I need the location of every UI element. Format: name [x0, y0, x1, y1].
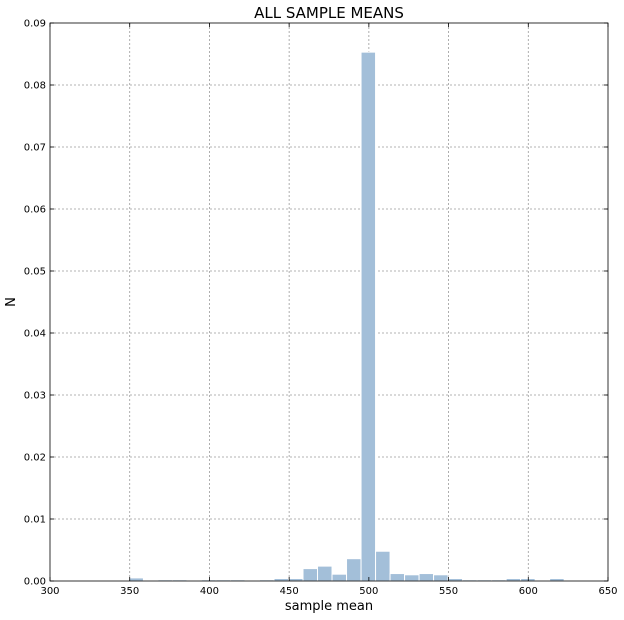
y-tick-label: 0.06 [24, 205, 46, 216]
x-tick-label: 400 [200, 586, 219, 597]
histogram-bar [346, 558, 362, 582]
x-tick-label: 500 [359, 586, 378, 597]
y-tick-label: 0.03 [24, 391, 46, 402]
histogram-bar [433, 574, 449, 582]
x-tick-label: 300 [40, 586, 59, 597]
x-tick-label: 350 [120, 586, 139, 597]
histogram-bar [375, 550, 391, 582]
histogram-bars [128, 51, 565, 582]
x-tick-label: 550 [439, 586, 458, 597]
y-tick-labels: 0.00 0.01 0.02 0.03 0.04 0.05 0.06 0.07 0.08 0.09 [24, 19, 46, 588]
axis-ticks [49, 22, 609, 582]
x-tick-label: 450 [280, 586, 299, 597]
y-tick-label: 0.09 [24, 19, 46, 30]
x-tick-label: 650 [598, 586, 617, 597]
chart-title: ALL SAMPLE MEANS [254, 4, 404, 22]
x-tick-label: 600 [519, 586, 538, 597]
y-axis-label: N [4, 297, 19, 307]
y-tick-label: 0.07 [24, 143, 46, 154]
y-tick-label: 0.01 [24, 515, 46, 526]
x-axis-label: sample mean [285, 599, 373, 614]
histogram-bar [302, 568, 319, 582]
y-tick-label: 0.05 [24, 267, 46, 278]
histogram-bar [404, 574, 420, 582]
histogram-bar [418, 573, 435, 582]
histogram-bar [317, 565, 333, 582]
x-tick-labels: 300 350 400 450 500 550 600 650 [40, 586, 617, 597]
histogram-bar [128, 577, 144, 582]
grid-lines [50, 23, 608, 581]
y-tick-label: 0.08 [24, 81, 46, 92]
y-tick-label: 0.00 [24, 577, 46, 588]
plot-frame [49, 22, 609, 582]
y-tick-label: 0.02 [24, 453, 46, 464]
histogram-bar [331, 573, 348, 582]
histogram-bar [360, 51, 377, 582]
y-tick-label: 0.04 [24, 329, 46, 340]
histogram-bar [389, 573, 406, 582]
